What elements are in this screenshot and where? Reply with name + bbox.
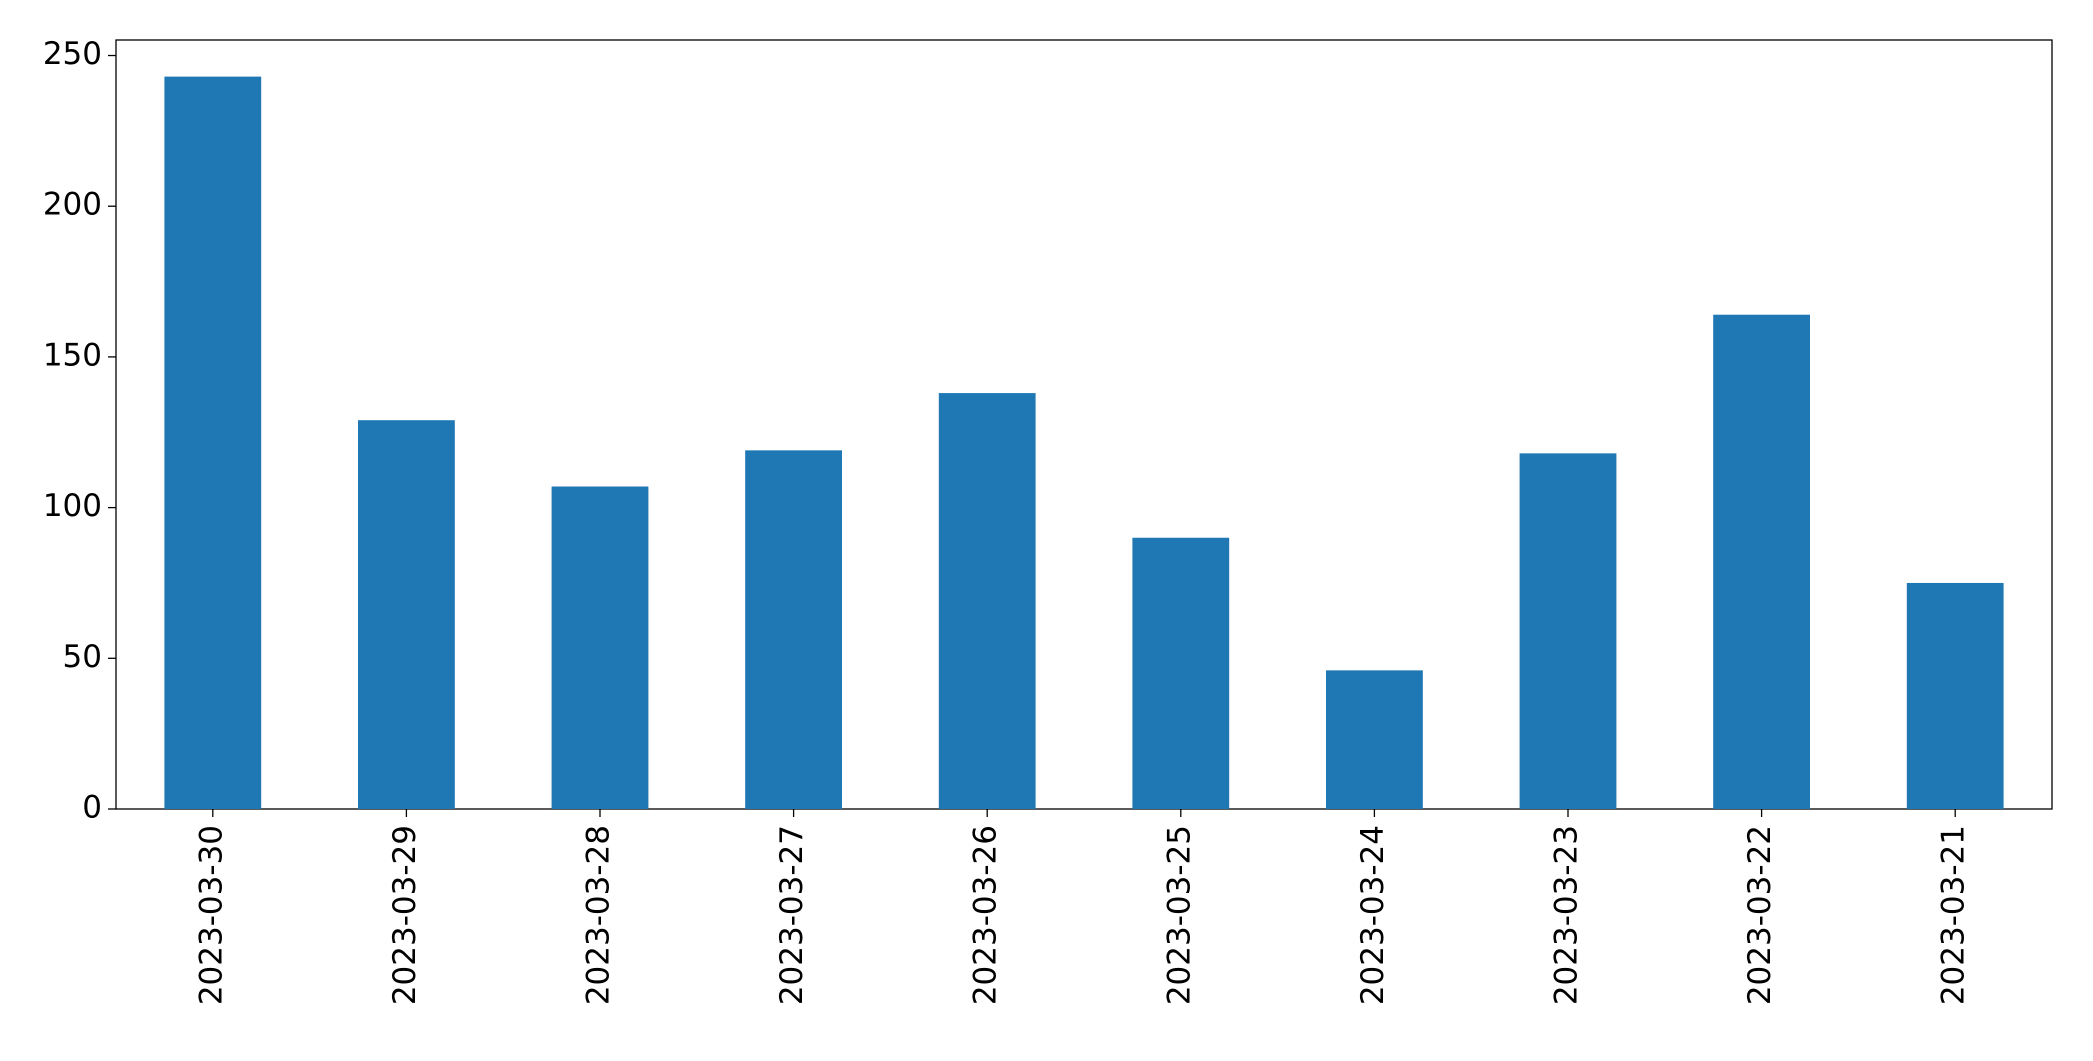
y-tick-label: 200: [43, 187, 102, 223]
y-tick-label: 50: [63, 639, 102, 675]
x-tick-label: 2023-03-21: [1936, 825, 1972, 1005]
bar: [551, 486, 649, 809]
x-tick-label: 2023-03-26: [968, 825, 1004, 1005]
y-tick-label: 100: [43, 488, 102, 524]
bar: [1713, 314, 1810, 809]
y-tick-label: 250: [43, 36, 102, 72]
plot-frame: [115, 39, 2053, 810]
y-tick-label: 150: [43, 337, 102, 373]
x-tick-label: 2023-03-27: [774, 825, 810, 1005]
x-tick-label: 2023-03-23: [1549, 825, 1585, 1005]
x-tick-label: 2023-03-22: [1742, 825, 1778, 1005]
bar: [358, 420, 455, 809]
bar: [938, 393, 1036, 809]
bar: [1906, 582, 2004, 809]
x-tick-label: 2023-03-28: [581, 825, 617, 1005]
x-tick-label: 2023-03-24: [1355, 825, 1391, 1005]
bar: [1326, 670, 1423, 809]
x-tick-label: 2023-03-29: [387, 825, 423, 1005]
bar: [1519, 453, 1617, 809]
bar: [164, 76, 262, 810]
x-tick-label: 2023-03-25: [1161, 825, 1197, 1005]
bar: [745, 450, 842, 809]
x-tick-label: 2023-03-30: [193, 825, 229, 1005]
y-tick-label: 0: [82, 790, 102, 826]
bar: [1132, 537, 1230, 809]
